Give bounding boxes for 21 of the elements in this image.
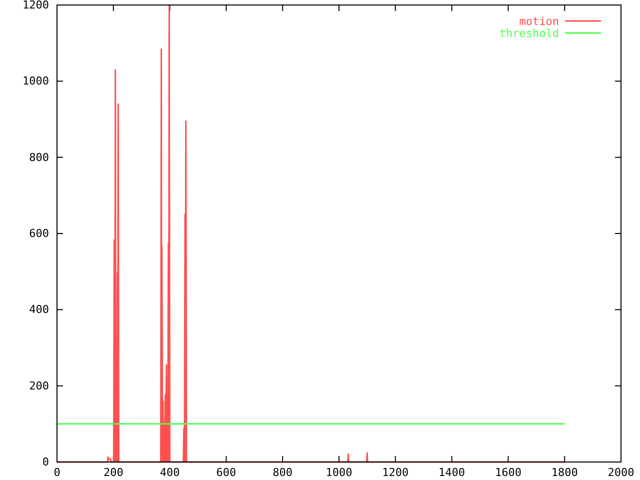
line-series [56,4,566,463]
legend-label: motion [519,15,559,28]
y-tick-label: 800 [29,150,49,164]
y-tick-label: 0 [42,456,49,469]
x-tick-label: 1000 [326,466,352,479]
x-tick-label: 800 [272,466,293,479]
y-tick-label: 1200 [22,0,49,12]
x-tick-label: 400 [160,466,180,479]
legend-label: threshold [499,27,559,40]
y-tick-label: 600 [29,227,49,240]
x-tick-label: 1800 [551,466,578,479]
x-tick-label: 2000 [608,466,634,479]
x-tick-label: 1200 [382,466,409,479]
y-tick-label: 200 [29,379,49,392]
y-tick-label: 1000 [22,74,49,88]
y-tick-label: 400 [29,303,49,316]
x-tick-label: 600 [216,466,236,479]
x-tick-label: 200 [103,466,124,479]
x-tick-label: 0 [54,466,60,479]
x-tick-label: 1400 [438,466,466,479]
x-tick-label: 1600 [494,466,522,479]
